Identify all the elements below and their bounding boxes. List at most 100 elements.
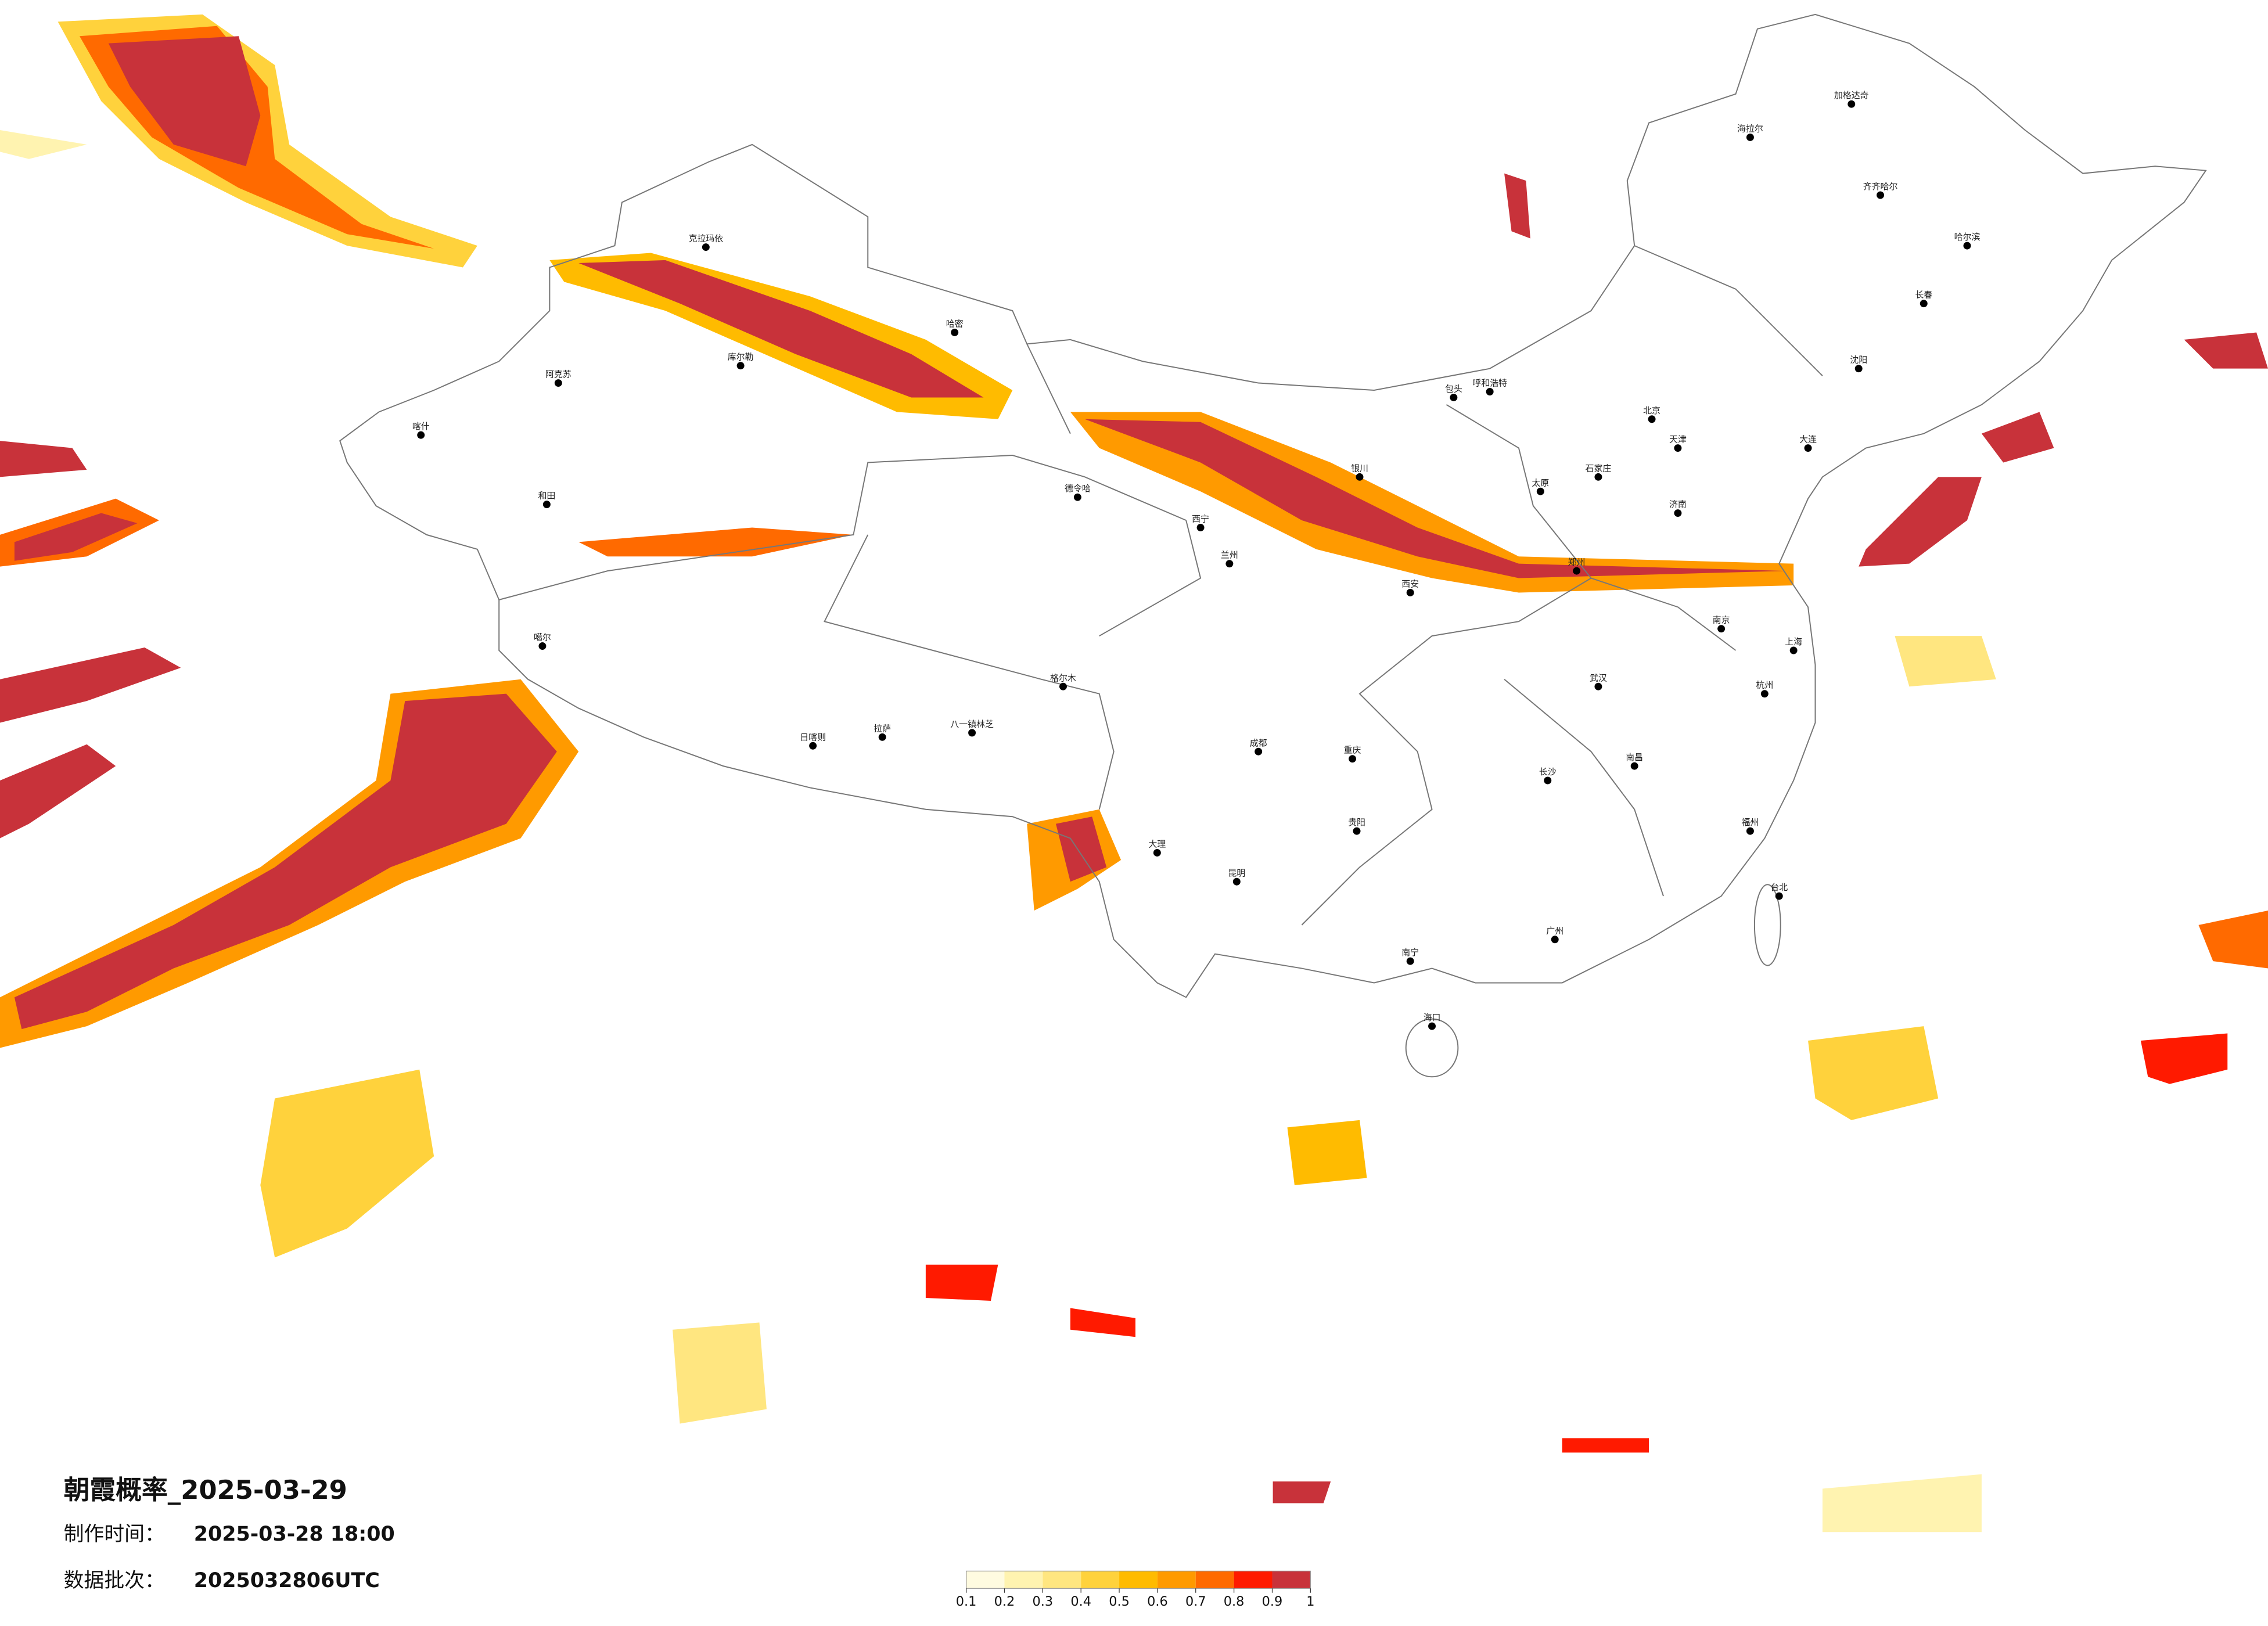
city-label: 银川	[1351, 463, 1368, 473]
city-label: 成都	[1250, 738, 1267, 748]
city-label: 日喀则	[800, 732, 826, 742]
city-dot	[1920, 300, 1928, 308]
city-label: 太原	[1532, 477, 1549, 488]
city-label: 八一镇林芝	[950, 719, 994, 729]
field-patch	[1056, 816, 1107, 882]
field-patch	[2140, 1033, 2228, 1084]
city-dot	[1573, 567, 1581, 575]
field-patch	[1895, 636, 1996, 687]
city-dot	[1153, 848, 1161, 857]
city-label: 大理	[1148, 839, 1166, 849]
field-patch	[0, 441, 87, 477]
city-label: 天津	[1669, 434, 1687, 445]
city-dot	[809, 742, 817, 750]
city-dot	[542, 501, 551, 509]
colorbar-segment	[1043, 1571, 1081, 1589]
city-dot	[1225, 560, 1234, 568]
city-label: 克拉玛依	[688, 233, 723, 244]
title: 朝霞概率_2025-03-29	[64, 1474, 347, 1505]
colorbar-tick-label: 0.4	[1070, 1594, 1091, 1609]
field-patch	[1504, 173, 1530, 239]
city-label: 南昌	[1626, 752, 1643, 762]
country-border	[339, 13, 2207, 998]
colorbar-tick-label: 0.8	[1224, 1594, 1245, 1609]
colorbar-segment	[1195, 1571, 1234, 1589]
city-dot	[1746, 133, 1754, 141]
colorbar-tick-label: 0.1	[956, 1594, 977, 1609]
made-time: 2025-03-28 18:00	[194, 1523, 395, 1546]
city-dot	[1356, 473, 1364, 481]
city-label: 福州	[1741, 817, 1759, 828]
boundaries	[339, 13, 2207, 1078]
city-dot	[1196, 523, 1205, 531]
city-dot	[1963, 242, 1971, 250]
city-label: 格尔木	[1050, 672, 1076, 683]
city-label: 南京	[1713, 615, 1730, 625]
city-label: 昆明	[1228, 868, 1245, 878]
field-patch	[1808, 1026, 1939, 1120]
city-label: 哈尔滨	[1954, 232, 1981, 242]
colorbar-segment	[1119, 1571, 1158, 1589]
city-label: 上海	[1785, 636, 1802, 647]
city-dot	[1775, 892, 1783, 900]
city-dot	[1789, 646, 1798, 654]
city-dot	[1674, 444, 1682, 452]
city-label: 重庆	[1344, 745, 1361, 756]
city-dot	[968, 729, 976, 737]
city-dot	[417, 431, 425, 439]
city-label: 齐齐哈尔	[1863, 181, 1898, 192]
city-dot	[1854, 365, 1863, 373]
field-patch	[2184, 332, 2268, 369]
city-dot	[1848, 100, 1856, 108]
city-label: 包头	[1445, 383, 1462, 394]
city-label: 和田	[538, 491, 555, 501]
city-dot	[1059, 682, 1067, 690]
city-dot	[1674, 509, 1682, 517]
city-label: 西宁	[1192, 513, 1209, 524]
city-label: 哈密	[946, 318, 964, 329]
field-patch	[14, 513, 138, 561]
field-patch	[0, 130, 87, 159]
probability-field	[0, 14, 2268, 1533]
city-dot	[1536, 487, 1544, 495]
city-dot	[951, 328, 959, 336]
city-label: 南宁	[1401, 947, 1419, 958]
city-label: 杭州	[1756, 680, 1773, 690]
field-patch	[1822, 1474, 1982, 1533]
city-dot	[878, 733, 886, 741]
city-dot	[1551, 936, 1559, 944]
city-label: 长沙	[1539, 767, 1557, 777]
colorbar-segment	[1081, 1571, 1120, 1589]
city-label: 大连	[1799, 434, 1817, 445]
colorbar-segment	[1004, 1571, 1043, 1589]
city-label: 郑州	[1568, 557, 1586, 567]
city-label: 北京	[1643, 405, 1660, 416]
city-label: 喀什	[412, 421, 430, 431]
city-dot	[538, 642, 547, 650]
city-dot	[1877, 191, 1885, 199]
city-label: 阿克苏	[545, 369, 572, 380]
city-dot	[736, 362, 745, 370]
city-label: 兰州	[1221, 550, 1238, 560]
city-label: 呼和浩特	[1472, 378, 1507, 388]
field-patch	[1273, 1481, 1331, 1503]
field-patch	[578, 527, 854, 557]
city-dot	[1406, 957, 1414, 965]
island	[1753, 884, 1781, 966]
city-dot	[1544, 776, 1552, 785]
city-dot	[1717, 625, 1726, 633]
city-dot	[1746, 827, 1754, 835]
city-dot	[1594, 473, 1602, 481]
batch: 2025032806UTC	[194, 1569, 380, 1592]
colorbar-segment	[966, 1571, 1005, 1589]
city-dot	[1486, 388, 1494, 395]
batch-label: 数据批次：	[64, 1569, 165, 1592]
colorbar-tick-label: 0.6	[1147, 1594, 1168, 1609]
field-patch	[1859, 477, 1982, 567]
colorbar-tick-label: 0.5	[1109, 1594, 1130, 1609]
island	[1405, 1018, 1459, 1078]
province-border	[498, 245, 1823, 926]
city-dot	[1630, 762, 1638, 770]
city-dot	[1594, 682, 1602, 690]
